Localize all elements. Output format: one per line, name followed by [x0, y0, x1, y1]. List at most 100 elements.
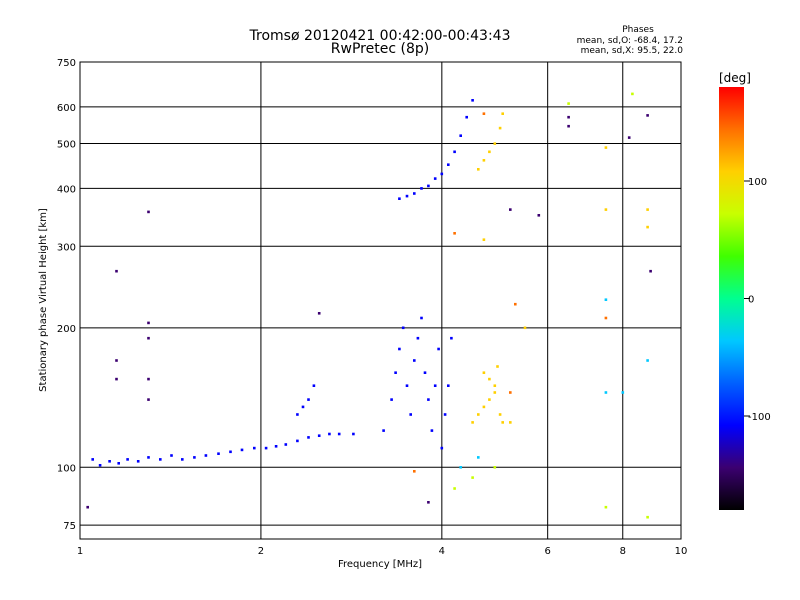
data-point [147, 456, 150, 459]
colorbar-tick-label: 0 [748, 295, 754, 306]
chart-subtitle: RwPretec (8p) [331, 41, 429, 57]
data-point [453, 232, 456, 235]
data-point [420, 187, 423, 190]
data-point [147, 336, 150, 340]
data-point [405, 194, 409, 198]
data-point [433, 177, 437, 180]
data-point [523, 326, 527, 330]
data-point [394, 371, 397, 374]
colorbar-tick-label: 100 [748, 177, 767, 188]
data-point [453, 487, 456, 490]
data-point [567, 102, 570, 105]
data-point [170, 454, 173, 457]
data-point [284, 443, 288, 446]
x-tick-label: 4 [439, 546, 445, 557]
data-point [240, 448, 244, 452]
x-axis-label: Frequency [MHz] [338, 559, 422, 570]
data-point [420, 316, 423, 320]
data-point [136, 460, 140, 463]
data-point [646, 359, 649, 362]
data-point [443, 413, 447, 416]
data-point [337, 432, 341, 436]
data-point [413, 359, 416, 362]
y-tick-label: 400 [57, 184, 76, 195]
data-point [108, 460, 111, 463]
y-axis-ticks: 75 100 200 300 400 500 600 750 [57, 58, 76, 532]
data-point [488, 398, 491, 401]
y-tick-label: 75 [63, 521, 76, 532]
data-point [537, 214, 541, 217]
data-point [453, 150, 456, 154]
data-point [427, 398, 430, 401]
data-point [229, 450, 232, 454]
data-point [646, 208, 649, 211]
data-point [447, 384, 450, 387]
phase-stats-header: Phases [622, 25, 654, 35]
data-point [193, 456, 196, 459]
data-point [567, 115, 570, 119]
y-tick-label: 100 [57, 463, 76, 474]
data-point [352, 432, 355, 436]
chart-title: Tromsø 20120421 00:42:00-00:43:43 [249, 28, 511, 44]
data-point [482, 371, 486, 374]
data-point [567, 124, 570, 128]
data-point [477, 456, 480, 459]
colorbar-gradient [719, 87, 744, 510]
y-tick-label: 500 [57, 140, 76, 151]
data-point [646, 515, 649, 519]
data-point [493, 391, 497, 394]
data-point [482, 405, 486, 409]
data-point [440, 172, 444, 176]
data-point [398, 197, 401, 200]
data-point [147, 210, 150, 214]
data-point [307, 436, 310, 439]
data-point [493, 142, 497, 145]
data-points [86, 92, 652, 519]
data-point [117, 462, 120, 465]
data-point [447, 163, 450, 166]
data-point [328, 432, 331, 436]
y-tick-label: 750 [57, 58, 76, 69]
data-point [440, 446, 444, 450]
colorbar-tick-label: -100 [748, 412, 771, 423]
data-point [501, 112, 504, 115]
x-tick-label: 2 [258, 546, 264, 557]
data-point [604, 391, 608, 394]
data-point [409, 413, 412, 416]
plot-area: 1 2 4 6 8 10 75 100 200 300 400 500 600 750 [57, 58, 687, 557]
data-point [382, 429, 385, 432]
data-point [181, 458, 184, 461]
data-point [147, 321, 150, 325]
plot-frame [79, 61, 682, 540]
y-axis-label: Stationary phase Virtual Height [km] [38, 208, 49, 392]
data-point [423, 371, 427, 374]
data-point [427, 184, 430, 188]
data-point [482, 238, 486, 241]
data-point [413, 192, 416, 195]
data-point [301, 405, 305, 409]
data-point [317, 434, 321, 437]
data-point [631, 92, 634, 96]
data-point [204, 454, 208, 457]
data-point [450, 336, 453, 340]
data-point [477, 168, 480, 171]
data-point [621, 391, 625, 394]
data-point [471, 476, 474, 479]
data-point [514, 302, 517, 306]
x-tick-label: 6 [544, 546, 550, 557]
data-point [488, 150, 491, 154]
phase-stats-o: mean, sd,O: -68.4, 17.2 [577, 36, 683, 46]
data-point [482, 112, 486, 115]
colorbar-ticks: 100 0 -100 [744, 177, 771, 423]
x-axis-ticks: 1 2 4 6 8 10 [77, 546, 688, 557]
data-point [390, 398, 393, 401]
data-point [509, 208, 512, 211]
x-tick-label: 10 [675, 546, 688, 557]
data-point [296, 439, 299, 443]
data-point [413, 470, 416, 473]
colorbar-label: [deg] [719, 71, 751, 85]
x-tick-label: 1 [77, 546, 83, 557]
data-point [253, 446, 256, 450]
data-point [307, 398, 310, 401]
